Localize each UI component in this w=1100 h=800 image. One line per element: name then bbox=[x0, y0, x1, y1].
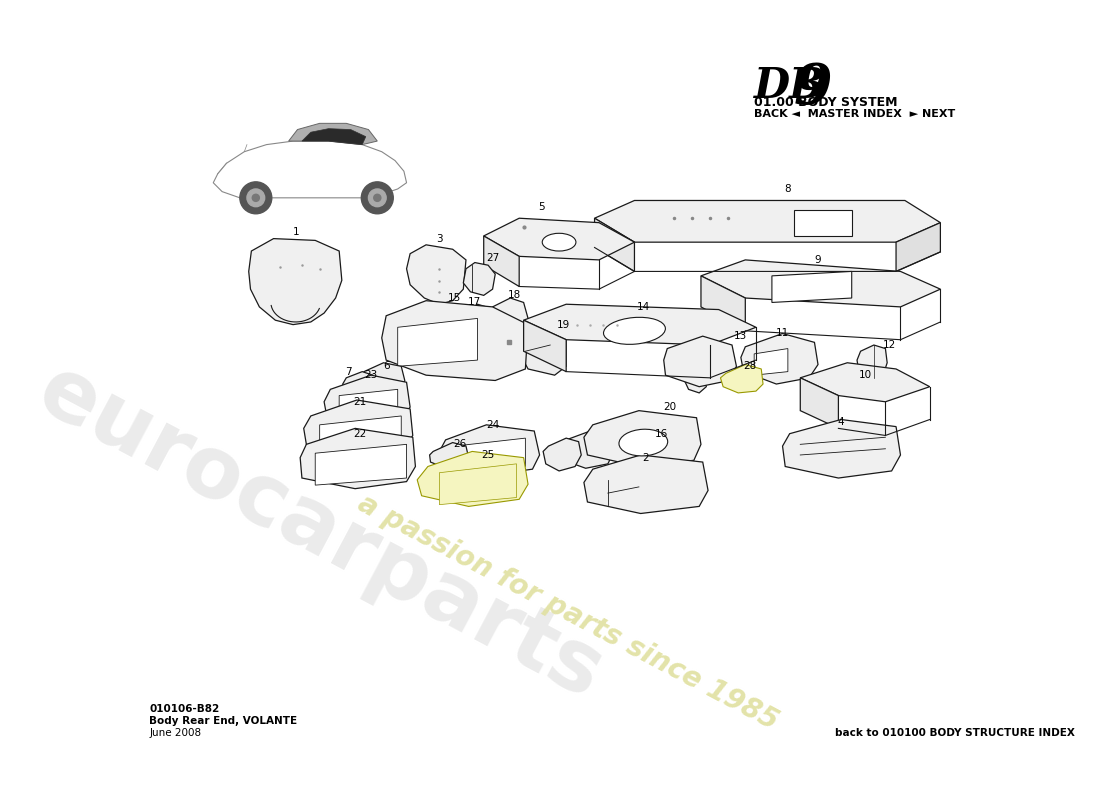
Text: 23: 23 bbox=[364, 370, 377, 380]
Text: BACK ◄  MASTER INDEX  ► NEXT: BACK ◄ MASTER INDEX ► NEXT bbox=[755, 110, 956, 119]
Circle shape bbox=[246, 189, 265, 206]
Polygon shape bbox=[720, 365, 763, 393]
Polygon shape bbox=[794, 210, 851, 236]
Polygon shape bbox=[471, 304, 490, 369]
Text: eurocarparts: eurocarparts bbox=[23, 349, 616, 717]
Polygon shape bbox=[683, 342, 706, 393]
Polygon shape bbox=[324, 375, 410, 425]
Text: 25: 25 bbox=[482, 450, 495, 460]
Polygon shape bbox=[614, 435, 663, 471]
Polygon shape bbox=[484, 236, 519, 286]
Polygon shape bbox=[741, 334, 818, 384]
Polygon shape bbox=[701, 276, 746, 331]
Circle shape bbox=[368, 189, 386, 206]
Polygon shape bbox=[595, 218, 635, 271]
Text: 24: 24 bbox=[486, 420, 499, 430]
Polygon shape bbox=[300, 428, 416, 489]
Polygon shape bbox=[584, 410, 701, 466]
Polygon shape bbox=[663, 336, 736, 386]
Polygon shape bbox=[301, 129, 366, 145]
Polygon shape bbox=[213, 141, 407, 198]
Text: 21: 21 bbox=[353, 397, 366, 406]
Text: 18: 18 bbox=[508, 290, 521, 300]
Text: 10: 10 bbox=[858, 370, 871, 380]
Circle shape bbox=[240, 182, 272, 214]
Polygon shape bbox=[857, 345, 888, 378]
Polygon shape bbox=[524, 320, 567, 372]
Text: 12: 12 bbox=[882, 340, 895, 350]
Polygon shape bbox=[288, 123, 377, 145]
Text: 26: 26 bbox=[453, 439, 466, 450]
Text: 20: 20 bbox=[663, 402, 676, 412]
Polygon shape bbox=[398, 318, 477, 366]
Text: 4: 4 bbox=[838, 417, 845, 427]
Polygon shape bbox=[755, 349, 788, 375]
Polygon shape bbox=[561, 431, 614, 468]
Text: 27: 27 bbox=[486, 253, 499, 263]
Ellipse shape bbox=[604, 318, 666, 344]
Text: back to 010100 BODY STRUCTURE INDEX: back to 010100 BODY STRUCTURE INDEX bbox=[835, 729, 1075, 738]
Text: 1: 1 bbox=[293, 226, 299, 237]
Polygon shape bbox=[454, 438, 526, 473]
Polygon shape bbox=[801, 378, 838, 428]
Text: DB: DB bbox=[755, 65, 825, 107]
Text: 3: 3 bbox=[436, 234, 442, 244]
Text: 17: 17 bbox=[469, 298, 482, 307]
Text: 16: 16 bbox=[654, 429, 668, 438]
Text: 14: 14 bbox=[637, 302, 650, 312]
Text: 01.00 BODY SYSTEM: 01.00 BODY SYSTEM bbox=[755, 95, 898, 109]
Text: 9: 9 bbox=[793, 62, 832, 116]
Polygon shape bbox=[584, 455, 708, 514]
Polygon shape bbox=[430, 442, 469, 469]
Polygon shape bbox=[339, 390, 398, 419]
Polygon shape bbox=[484, 218, 635, 260]
Ellipse shape bbox=[542, 234, 576, 251]
Polygon shape bbox=[360, 362, 405, 400]
Polygon shape bbox=[782, 419, 901, 478]
Text: 7: 7 bbox=[344, 366, 351, 377]
Polygon shape bbox=[407, 245, 466, 304]
Text: 15: 15 bbox=[448, 293, 461, 303]
Polygon shape bbox=[896, 222, 940, 271]
Polygon shape bbox=[439, 425, 540, 475]
Text: 22: 22 bbox=[353, 429, 366, 438]
Polygon shape bbox=[772, 271, 851, 302]
Polygon shape bbox=[417, 451, 528, 506]
Text: 19: 19 bbox=[557, 320, 570, 330]
Circle shape bbox=[252, 194, 260, 202]
Polygon shape bbox=[320, 416, 402, 454]
Text: 28: 28 bbox=[744, 362, 757, 371]
Polygon shape bbox=[343, 372, 375, 402]
Text: 5: 5 bbox=[538, 202, 544, 212]
Text: a passion for parts since 1985: a passion for parts since 1985 bbox=[353, 490, 783, 736]
Polygon shape bbox=[524, 304, 756, 345]
Text: June 2008: June 2008 bbox=[150, 729, 201, 738]
Circle shape bbox=[361, 182, 394, 214]
Polygon shape bbox=[701, 260, 940, 307]
Polygon shape bbox=[595, 201, 940, 242]
Polygon shape bbox=[490, 298, 528, 372]
Text: 2: 2 bbox=[642, 453, 649, 462]
Text: 11: 11 bbox=[776, 329, 789, 338]
Text: 9: 9 bbox=[815, 255, 822, 265]
Text: 13: 13 bbox=[734, 331, 748, 341]
Ellipse shape bbox=[619, 430, 668, 456]
Polygon shape bbox=[439, 464, 517, 505]
Polygon shape bbox=[801, 362, 930, 402]
Text: 8: 8 bbox=[784, 184, 791, 194]
Circle shape bbox=[374, 194, 381, 202]
Polygon shape bbox=[304, 400, 412, 455]
Polygon shape bbox=[521, 327, 566, 375]
Polygon shape bbox=[543, 438, 581, 471]
Text: Body Rear End, VOLANTE: Body Rear End, VOLANTE bbox=[150, 716, 297, 726]
Text: 010106-B82: 010106-B82 bbox=[150, 703, 220, 714]
Polygon shape bbox=[249, 238, 342, 325]
Polygon shape bbox=[382, 301, 528, 381]
Text: 6: 6 bbox=[383, 362, 389, 371]
Polygon shape bbox=[463, 262, 495, 295]
Polygon shape bbox=[316, 444, 407, 485]
